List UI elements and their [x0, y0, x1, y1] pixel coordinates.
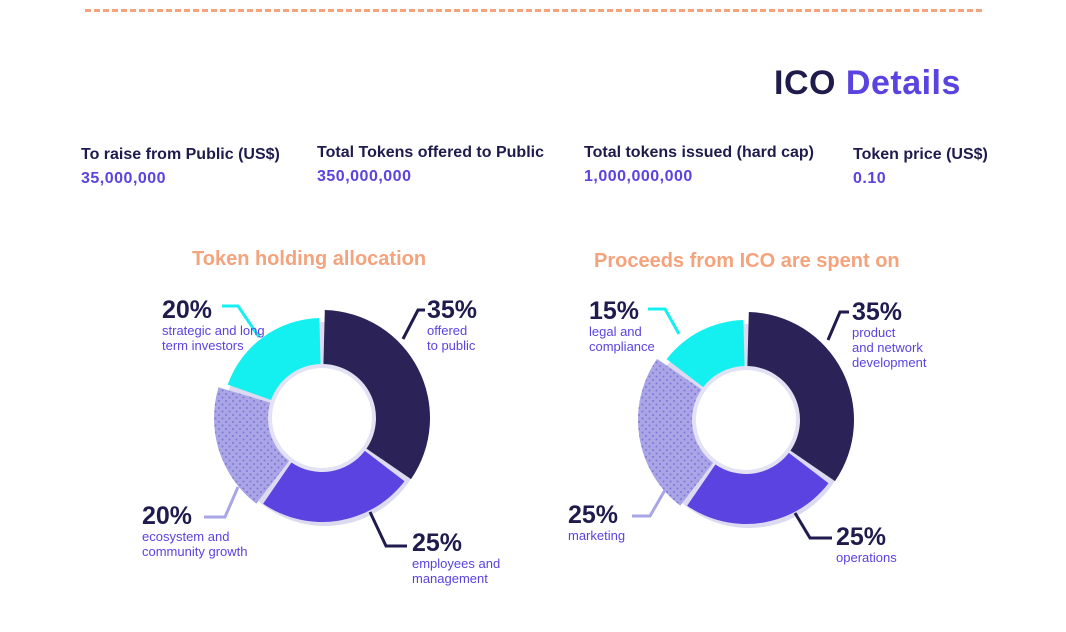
slice-caption: offered [427, 323, 467, 338]
slice-caption: legal and [589, 324, 642, 339]
donut-slice [323, 310, 430, 480]
slice-percent-label: 25% [412, 529, 462, 557]
leader-line [648, 307, 681, 335]
slice-percent-label: 20% [142, 502, 192, 530]
slice-caption: management [412, 571, 488, 586]
stat-label: To raise from Public (US$) [81, 146, 280, 163]
slice-percent-label: 25% [568, 501, 618, 529]
leader-line [204, 486, 240, 519]
leader-line [632, 489, 667, 518]
page-title: ICO Details [774, 64, 961, 103]
slice-caption: employees and [412, 556, 500, 571]
stat-value: 350,000,000 [317, 168, 412, 185]
title-accent: Details [845, 64, 961, 102]
slice-caption: term investors [162, 338, 244, 353]
donut-slice [638, 358, 714, 506]
stat-label: Total Tokens offered to Public [317, 144, 544, 161]
stat-token-price: Token price (US$) 0.10 [853, 146, 988, 188]
slice-caption: operations [836, 550, 897, 565]
donut-slice [263, 450, 405, 522]
slice-percent-label: 25% [836, 523, 886, 551]
slice-percent-label: 15% [589, 297, 639, 325]
slice-caption: marketing [568, 528, 625, 543]
dashed-divider [85, 9, 982, 12]
stat-tokens-offered: Total Tokens offered to Public 350,000,0… [317, 144, 544, 186]
leader-line [401, 308, 425, 340]
slice-caption: ecosystem and [142, 529, 229, 544]
chart-title-proceeds: Proceeds from ICO are spent on [594, 250, 900, 272]
slice-percent-label: 20% [162, 296, 212, 324]
leader-line [368, 511, 407, 548]
donut-slice [687, 452, 829, 524]
stat-label: Token price (US$) [853, 146, 988, 163]
stat-value: 0.10 [853, 170, 887, 187]
slice-caption: development [852, 355, 927, 370]
slice-caption: strategic and long [162, 323, 265, 338]
leader-line [222, 304, 261, 338]
donut-slice [747, 312, 854, 482]
leader-line [826, 310, 849, 341]
slice-percent-label: 35% [427, 296, 477, 324]
slice-caption: compliance [589, 339, 655, 354]
slice-percent-label: 35% [852, 298, 902, 326]
stat-value: 1,000,000,000 [584, 168, 693, 185]
donut-hole [272, 368, 372, 468]
donut-slice [227, 318, 321, 400]
stat-label: Total tokens issued (hard cap) [584, 144, 814, 161]
donut-slice [666, 320, 745, 388]
slice-caption: and network [852, 340, 923, 355]
slice-caption: to public [427, 338, 476, 353]
title-main: ICO [774, 64, 836, 102]
donut-hole [696, 370, 796, 470]
stat-value: 35,000,000 [81, 170, 167, 187]
donut-slice [213, 387, 290, 504]
slice-caption: product [852, 325, 896, 340]
stat-tokens-issued: Total tokens issued (hard cap) 1,000,000… [584, 144, 814, 186]
chart-title-allocation: Token holding allocation [192, 248, 427, 270]
leader-line [793, 512, 832, 540]
slice-caption: community growth [142, 544, 247, 559]
stat-raise: To raise from Public (US$) 35,000,000 [81, 146, 280, 188]
